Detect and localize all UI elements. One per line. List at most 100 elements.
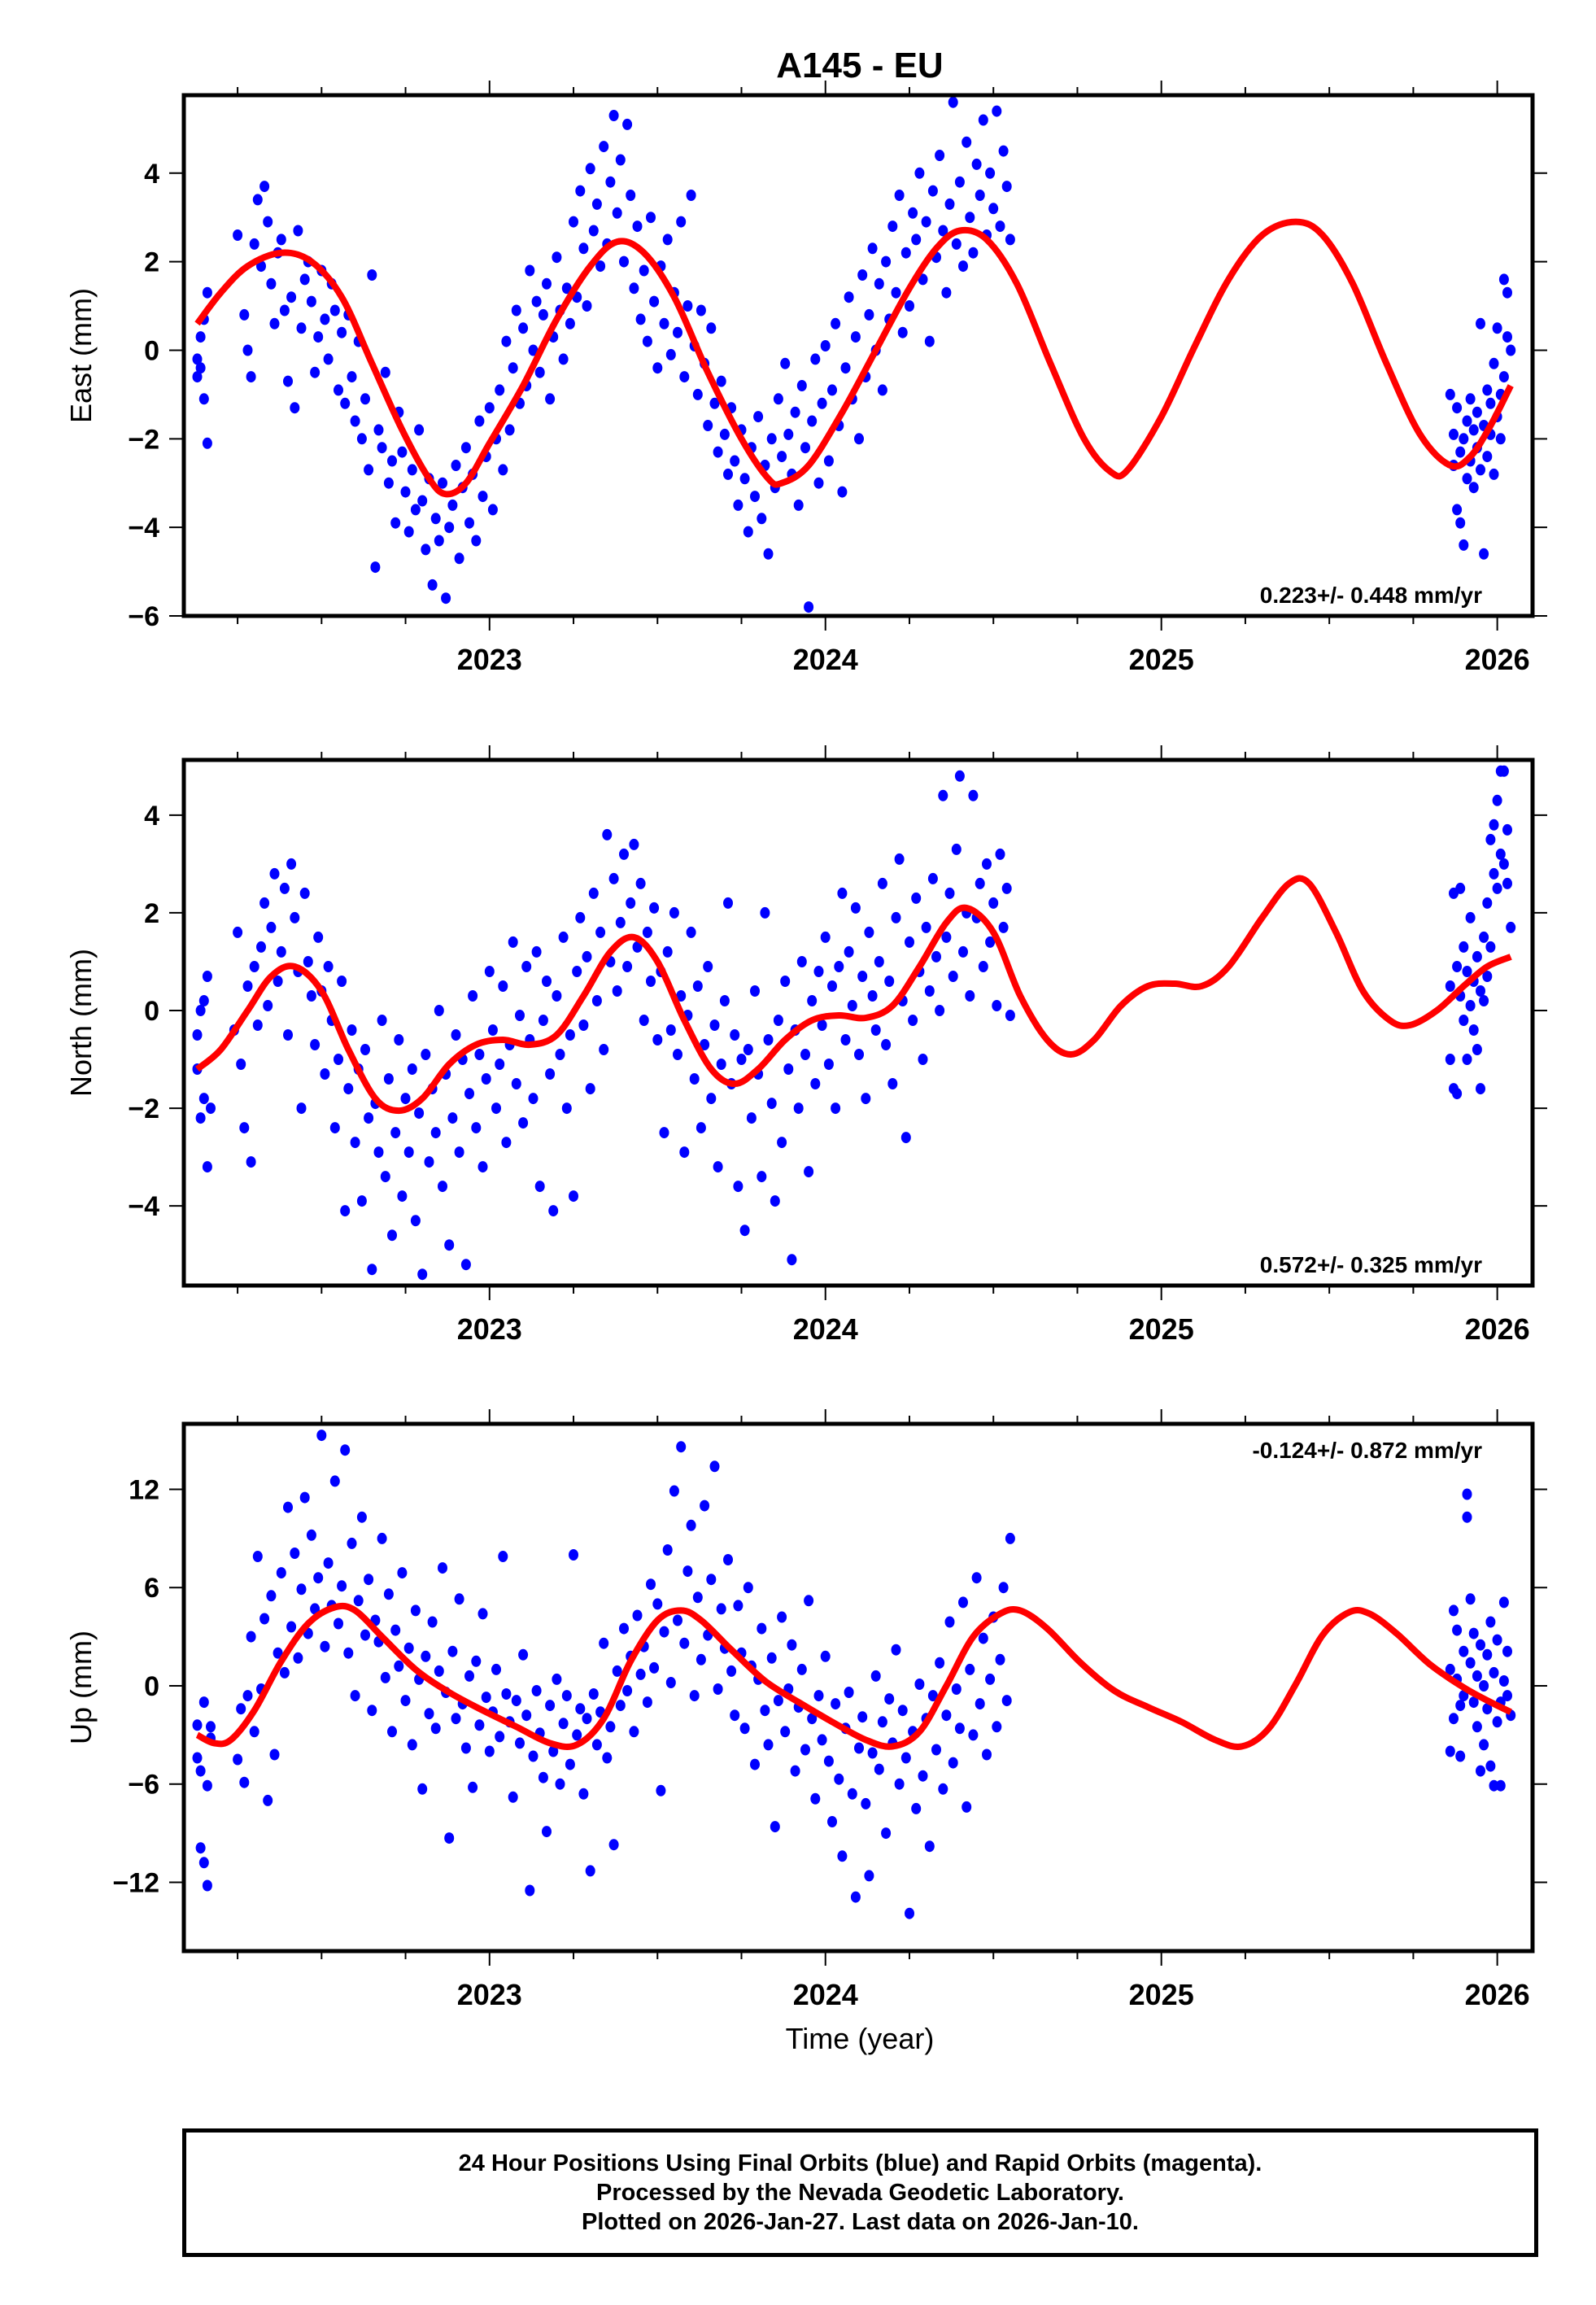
- north-data-point: [1489, 867, 1499, 880]
- north-data-point: [1455, 882, 1466, 894]
- up-data-point: [642, 1696, 652, 1709]
- up-data-point: [340, 1444, 351, 1456]
- up-data-point: [730, 1709, 740, 1722]
- east-data-point: [504, 424, 515, 436]
- up-data-point: [525, 1884, 535, 1897]
- north-data-point: [1459, 941, 1469, 953]
- east-data-point: [941, 286, 952, 299]
- east-data-point: [1452, 402, 1463, 414]
- east-data-point: [460, 442, 471, 454]
- north-data-point: [460, 1259, 471, 1271]
- north-data-point: [978, 961, 988, 972]
- east-data-point: [290, 402, 300, 414]
- north-data-point: [615, 916, 626, 928]
- north-data-point: [810, 1078, 821, 1089]
- north-data-point: [982, 858, 992, 870]
- up-data-point: [1492, 1634, 1502, 1646]
- up-data-point: [900, 1752, 911, 1764]
- north-data-point: [750, 985, 760, 997]
- up-data-point: [552, 1673, 562, 1685]
- north-data-point: [290, 911, 300, 923]
- up-data-point: [380, 1671, 390, 1683]
- east-data-point: [951, 238, 962, 250]
- up-data-point: [941, 1709, 952, 1722]
- east-data-point: [239, 308, 250, 321]
- up-data-point: [985, 1673, 996, 1685]
- east-data-point: [783, 428, 794, 440]
- up-data-point: [588, 1688, 599, 1700]
- up-data-point: [383, 1588, 394, 1600]
- up-data-point: [679, 1637, 690, 1649]
- east-data-point: [501, 335, 512, 347]
- up-data-point: [1485, 1616, 1496, 1628]
- east-data-point: [1498, 371, 1509, 383]
- up-data-point: [508, 1791, 518, 1803]
- east-data-point: [935, 150, 945, 161]
- up-data-point: [367, 1705, 377, 1717]
- east-xtick-label: 2026: [1465, 643, 1530, 676]
- east-y-axis-label: East (mm): [64, 288, 98, 423]
- up-data-point: [1001, 1695, 1012, 1707]
- east-data-point: [777, 451, 787, 463]
- up-data-point: [1459, 1690, 1469, 1702]
- up-data-point: [360, 1629, 370, 1641]
- east-data-point: [1452, 504, 1463, 516]
- north-data-point: [1472, 1044, 1482, 1055]
- up-data-point: [750, 1758, 760, 1770]
- up-data-point: [1492, 1716, 1502, 1728]
- up-data-point: [356, 1511, 367, 1523]
- north-data-point: [760, 906, 770, 919]
- east-data-point: [334, 384, 343, 396]
- north-ytick-label: −4: [128, 1191, 159, 1222]
- east-data-point: [1472, 406, 1482, 418]
- up-data-point: [692, 1591, 703, 1604]
- up-data-point: [276, 1567, 286, 1579]
- east-data-point: [927, 185, 938, 197]
- up-data-point: [1489, 1666, 1499, 1679]
- up-data-point: [246, 1631, 256, 1643]
- east-data-point: [534, 366, 545, 378]
- north-data-point: [665, 1024, 676, 1036]
- north-data-point: [464, 1088, 474, 1100]
- east-data-point: [793, 499, 804, 511]
- up-data-point: [397, 1567, 408, 1579]
- east-data-point: [733, 499, 743, 511]
- east-data-point: [498, 464, 508, 476]
- north-plot-frame: [181, 757, 1535, 1288]
- up-data-point: [407, 1739, 417, 1751]
- north-data-point: [198, 995, 209, 1006]
- east-data-point: [511, 304, 521, 317]
- north-data-point: [561, 1102, 572, 1115]
- north-data-point: [1462, 1054, 1472, 1065]
- north-data-point: [1489, 819, 1499, 831]
- east-data-point: [716, 375, 726, 387]
- east-ytick-label: 2: [144, 247, 159, 278]
- north-data-point: [696, 1122, 706, 1134]
- north-data-point: [286, 858, 297, 870]
- up-rate-annotation: -0.124+/- 0.872 mm/yr: [1252, 1438, 1482, 1463]
- north-data-point: [783, 1063, 794, 1075]
- north-data-point: [958, 945, 968, 958]
- east-data-point: [954, 176, 965, 188]
- east-data-point: [850, 331, 861, 343]
- north-data-point: [383, 1073, 394, 1085]
- north-data-point: [242, 980, 253, 992]
- up-data-point: [918, 1770, 928, 1782]
- north-data-point: [591, 995, 602, 1006]
- east-data-point: [585, 163, 595, 175]
- up-data-point: [1482, 1648, 1493, 1661]
- east-data-point: [575, 185, 586, 197]
- north-data-point: [256, 941, 266, 953]
- north-data-point: [1445, 1054, 1455, 1065]
- up-data-point: [364, 1574, 374, 1586]
- up-data-point: [1498, 1596, 1509, 1609]
- up-data-point: [320, 1640, 330, 1652]
- north-data-point: [985, 936, 996, 948]
- east-data-point: [894, 190, 905, 201]
- north-data-point: [746, 1112, 757, 1124]
- north-data-point: [495, 1059, 505, 1070]
- north-data-point: [430, 1127, 441, 1139]
- north-data-point: [612, 985, 622, 997]
- up-data-point: [810, 1792, 821, 1805]
- up-data-point: [558, 1718, 569, 1730]
